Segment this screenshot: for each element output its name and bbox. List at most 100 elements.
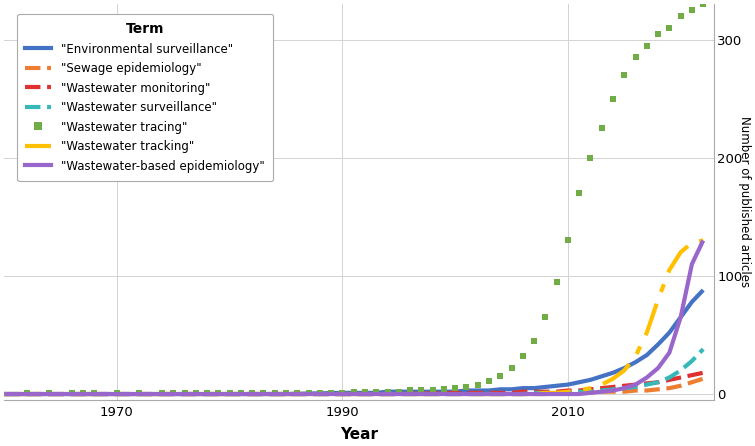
- "Wastewater tracking": [609, 376, 618, 381]
- "Wastewater surveillance": [609, 387, 618, 392]
- "Wastewater monitoring": [473, 390, 482, 396]
- "Sewage epidemiology": [451, 391, 460, 396]
- "Wastewater-based epidemiology": [394, 391, 403, 396]
- "Sewage epidemiology": [552, 390, 561, 396]
- "Wastewater monitoring": [541, 389, 550, 394]
- "Environmental surveillance": [473, 388, 482, 393]
- Line: "Environmental surveillance": "Environmental surveillance": [5, 290, 703, 394]
- "Sewage epidemiology": [586, 390, 595, 396]
- "Wastewater-based epidemiology": [282, 391, 291, 396]
- "Wastewater monitoring": [56, 391, 65, 396]
- "Environmental surveillance": [282, 391, 291, 396]
- "Wastewater-based epidemiology": [687, 261, 696, 267]
- "Wastewater tracking": [518, 391, 527, 396]
- "Sewage epidemiology": [529, 391, 538, 396]
- "Environmental surveillance": [631, 359, 640, 365]
- "Wastewater-based epidemiology": [654, 365, 663, 371]
- "Wastewater monitoring": [597, 385, 606, 391]
- "Sewage epidemiology": [631, 388, 640, 393]
- Line: "Wastewater-based epidemiology": "Wastewater-based epidemiology": [5, 240, 703, 394]
- "Wastewater tracing": [552, 279, 561, 285]
- "Wastewater-based epidemiology": [597, 389, 606, 394]
- "Environmental surveillance": [698, 287, 707, 293]
- "Wastewater-based epidemiology": [575, 391, 584, 396]
- Line: "Wastewater tracing": "Wastewater tracing": [23, 1, 707, 396]
- "Wastewater surveillance": [0, 391, 9, 396]
- "Environmental surveillance": [394, 389, 403, 394]
- "Wastewater tracking": [541, 390, 550, 396]
- "Wastewater surveillance": [643, 382, 652, 387]
- "Environmental surveillance": [620, 365, 629, 371]
- "Wastewater tracking": [338, 391, 347, 396]
- "Environmental surveillance": [676, 314, 686, 320]
- "Sewage epidemiology": [687, 380, 696, 385]
- "Wastewater monitoring": [643, 381, 652, 386]
- "Environmental surveillance": [563, 382, 572, 387]
- "Wastewater tracking": [563, 389, 572, 394]
- "Wastewater surveillance": [282, 391, 291, 396]
- "Sewage epidemiology": [518, 391, 527, 396]
- "Wastewater monitoring": [507, 390, 516, 396]
- "Wastewater tracking": [643, 330, 652, 335]
- "Wastewater surveillance": [654, 380, 663, 385]
- "Wastewater monitoring": [620, 383, 629, 388]
- "Wastewater monitoring": [698, 370, 707, 376]
- Line: "Sewage epidemiology": "Sewage epidemiology": [5, 379, 703, 394]
- "Wastewater tracing": [304, 390, 313, 396]
- "Sewage epidemiology": [56, 391, 65, 396]
- "Wastewater surveillance": [507, 391, 516, 396]
- "Wastewater-based epidemiology": [0, 391, 9, 396]
- "Environmental surveillance": [360, 390, 369, 396]
- "Wastewater-based epidemiology": [586, 390, 595, 396]
- "Sewage epidemiology": [282, 391, 291, 396]
- "Environmental surveillance": [552, 383, 561, 388]
- "Sewage epidemiology": [654, 387, 663, 392]
- "Wastewater tracking": [112, 391, 122, 396]
- "Wastewater monitoring": [225, 391, 234, 396]
- "Wastewater-based epidemiology": [620, 385, 629, 391]
- "Wastewater tracking": [654, 297, 663, 302]
- "Wastewater tracing": [22, 390, 31, 396]
- "Wastewater surveillance": [541, 390, 550, 396]
- "Sewage epidemiology": [225, 391, 234, 396]
- "Wastewater-based epidemiology": [507, 391, 516, 396]
- "Wastewater-based epidemiology": [676, 314, 686, 320]
- "Wastewater tracking": [620, 368, 629, 373]
- "Wastewater tracking": [586, 385, 595, 391]
- Y-axis label: Number of published articles: Number of published articles: [738, 116, 750, 288]
- "Wastewater tracking": [676, 250, 686, 255]
- "Wastewater tracing": [45, 390, 54, 396]
- X-axis label: Year: Year: [341, 427, 378, 442]
- "Wastewater tracking": [597, 382, 606, 387]
- "Environmental surveillance": [507, 387, 516, 392]
- "Environmental surveillance": [417, 389, 426, 394]
- "Wastewater surveillance": [394, 391, 403, 396]
- "Environmental surveillance": [428, 389, 437, 394]
- "Wastewater surveillance": [518, 391, 527, 396]
- "Wastewater surveillance": [563, 390, 572, 396]
- "Environmental surveillance": [56, 391, 65, 396]
- "Sewage epidemiology": [507, 391, 516, 396]
- "Environmental surveillance": [609, 370, 618, 376]
- "Wastewater tracking": [631, 354, 640, 359]
- "Wastewater monitoring": [529, 389, 538, 394]
- "Wastewater surveillance": [597, 388, 606, 393]
- "Environmental surveillance": [541, 384, 550, 390]
- "Environmental surveillance": [338, 390, 347, 396]
- "Sewage epidemiology": [541, 391, 550, 396]
- "Wastewater monitoring": [586, 387, 595, 392]
- "Wastewater tracking": [56, 391, 65, 396]
- "Wastewater monitoring": [462, 390, 471, 396]
- "Environmental surveillance": [496, 387, 505, 392]
- Line: "Wastewater surveillance": "Wastewater surveillance": [5, 349, 703, 394]
- "Wastewater monitoring": [563, 388, 572, 393]
- "Sewage epidemiology": [597, 389, 606, 394]
- "Wastewater tracking": [698, 238, 707, 243]
- "Environmental surveillance": [383, 389, 392, 394]
- "Wastewater-based epidemiology": [225, 391, 234, 396]
- "Wastewater surveillance": [529, 390, 538, 396]
- "Wastewater-based epidemiology": [112, 391, 122, 396]
- "Environmental surveillance": [0, 391, 9, 396]
- "Sewage epidemiology": [394, 391, 403, 396]
- "Wastewater-based epidemiology": [451, 391, 460, 396]
